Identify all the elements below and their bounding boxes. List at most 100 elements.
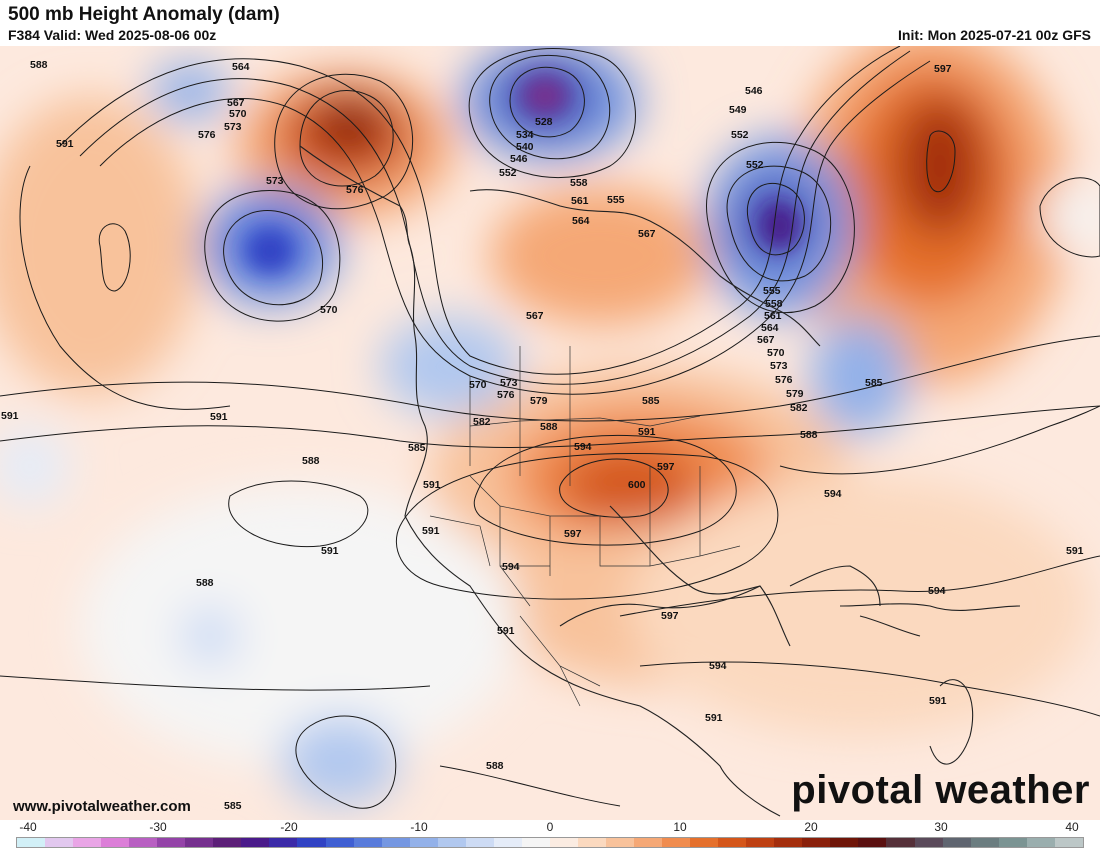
contour-label: 573 [266,175,284,187]
contour-label: 579 [530,395,548,407]
colorbar-tick: 30 [934,820,948,834]
contour-label: 597 [657,461,675,473]
contour-label: 567 [227,97,245,109]
contour-label: 588 [800,429,818,441]
contour-label: 597 [564,528,582,540]
colorbar-swatch [241,838,270,847]
contour-label: 597 [661,610,679,622]
colorbar-swatch [549,838,578,847]
contour-label: 588 [196,577,214,589]
colorbar-swatch [914,838,943,847]
colorbar-swatch [605,838,635,847]
colorbar-swatch [129,838,158,847]
colorbar-tick: 20 [804,820,818,834]
contour-label: 546 [745,85,763,97]
colorbar-swatch [493,838,522,847]
contour-label: 591 [705,712,723,724]
contour-label: 591 [929,695,947,707]
contour-label: 546 [510,153,528,165]
colorbar-swatch [521,838,550,847]
contour-label: 591 [1,410,19,422]
contour-label: 573 [224,121,242,133]
contour-label: 567 [526,310,544,322]
weather-map[interactable]: 588 564 567 570 573 576 591 573 576 528 … [0,46,1100,820]
contour-label: 570 [767,347,785,359]
contour-label: 600 [628,479,646,491]
contour-label: 591 [1066,545,1084,557]
colorbar-swatch [353,838,382,847]
colorbar-strip [16,837,1084,848]
contour-label: 555 [607,194,625,206]
contour-label: 564 [761,322,779,334]
colorbar-swatch [409,838,438,847]
contour-label: 573 [500,377,518,389]
contour-label: 591 [321,545,339,557]
colorbar-swatch [690,838,719,847]
colorbar-swatch [157,838,186,847]
contour-label: 570 [469,379,487,391]
contour-label: 576 [775,374,793,386]
colorbar-swatch [325,838,354,847]
colorbar-swatch [998,838,1027,847]
contour-label: 594 [824,488,842,500]
colorbar-swatch [1026,838,1055,847]
contour-label: 594 [928,585,946,597]
colorbar-swatch [970,838,999,847]
contour-label: 591 [423,479,441,491]
colorbar-swatch [213,838,242,847]
contour-label: 552 [731,129,749,141]
colorbar-tick: -10 [410,820,428,834]
contour-label: 561 [571,195,589,207]
contour-label: 582 [790,402,808,414]
contour-label: 588 [486,760,504,772]
contour-label: 594 [574,441,592,453]
colorbar-swatch [297,838,326,847]
contour-label: 591 [56,138,74,150]
contour-label: 582 [473,416,491,428]
contour-label: 564 [232,61,250,73]
colorbar-swatch [269,838,298,847]
contour-label: 549 [729,104,747,116]
contour-label: 552 [746,159,764,171]
contour-label: 540 [516,141,534,153]
colorbar-tick: -20 [280,820,298,834]
colorbar-tick: -40 [19,820,37,834]
colorbar-swatch [465,838,494,847]
contour-label: 564 [572,215,590,227]
contour-label: 576 [198,129,216,141]
contour-label: 591 [497,625,515,637]
colorbar-tick: 10 [673,820,687,834]
contour-label: 573 [770,360,788,372]
colorbar-swatch [17,838,46,847]
colorbar-swatch [577,838,606,847]
contour-label: 588 [540,421,558,433]
contour-label: 567 [757,334,775,346]
colorbar-swatch [381,838,410,847]
header: 500 mb Height Anomaly (dam) F384 Valid: … [0,0,1100,46]
anomaly-shading [0,46,1100,806]
contour-label: 561 [764,310,782,322]
colorbar-swatch [634,838,663,847]
colorbar-swatch [1054,838,1083,847]
contour-label: 552 [499,167,517,179]
contour-label: 567 [638,228,656,240]
anomaly-cores [248,78,798,271]
borders [429,346,741,707]
website-label: www.pivotalweather.com [13,798,191,815]
contour-label: 576 [346,184,364,196]
contour-label: 591 [422,525,440,537]
contour-label: 558 [765,298,783,310]
contour-label: 597 [934,63,952,75]
height-contours [0,46,1100,809]
valid-time: F384 Valid: Wed 2025-08-06 00z [8,27,217,43]
map-canvas: 588 564 567 570 573 576 591 573 576 528 … [0,46,1100,817]
colorbar-swatch [746,838,775,847]
colorbar-swatch [185,838,214,847]
contour-label: 528 [535,116,553,128]
contour-label: 570 [320,304,338,316]
contour-label: 555 [763,285,781,297]
contour-label: 585 [408,442,426,454]
colorbar-swatch [802,838,831,847]
brand-logo: pivotal weather [791,768,1090,812]
colorbar-swatch [662,838,691,847]
